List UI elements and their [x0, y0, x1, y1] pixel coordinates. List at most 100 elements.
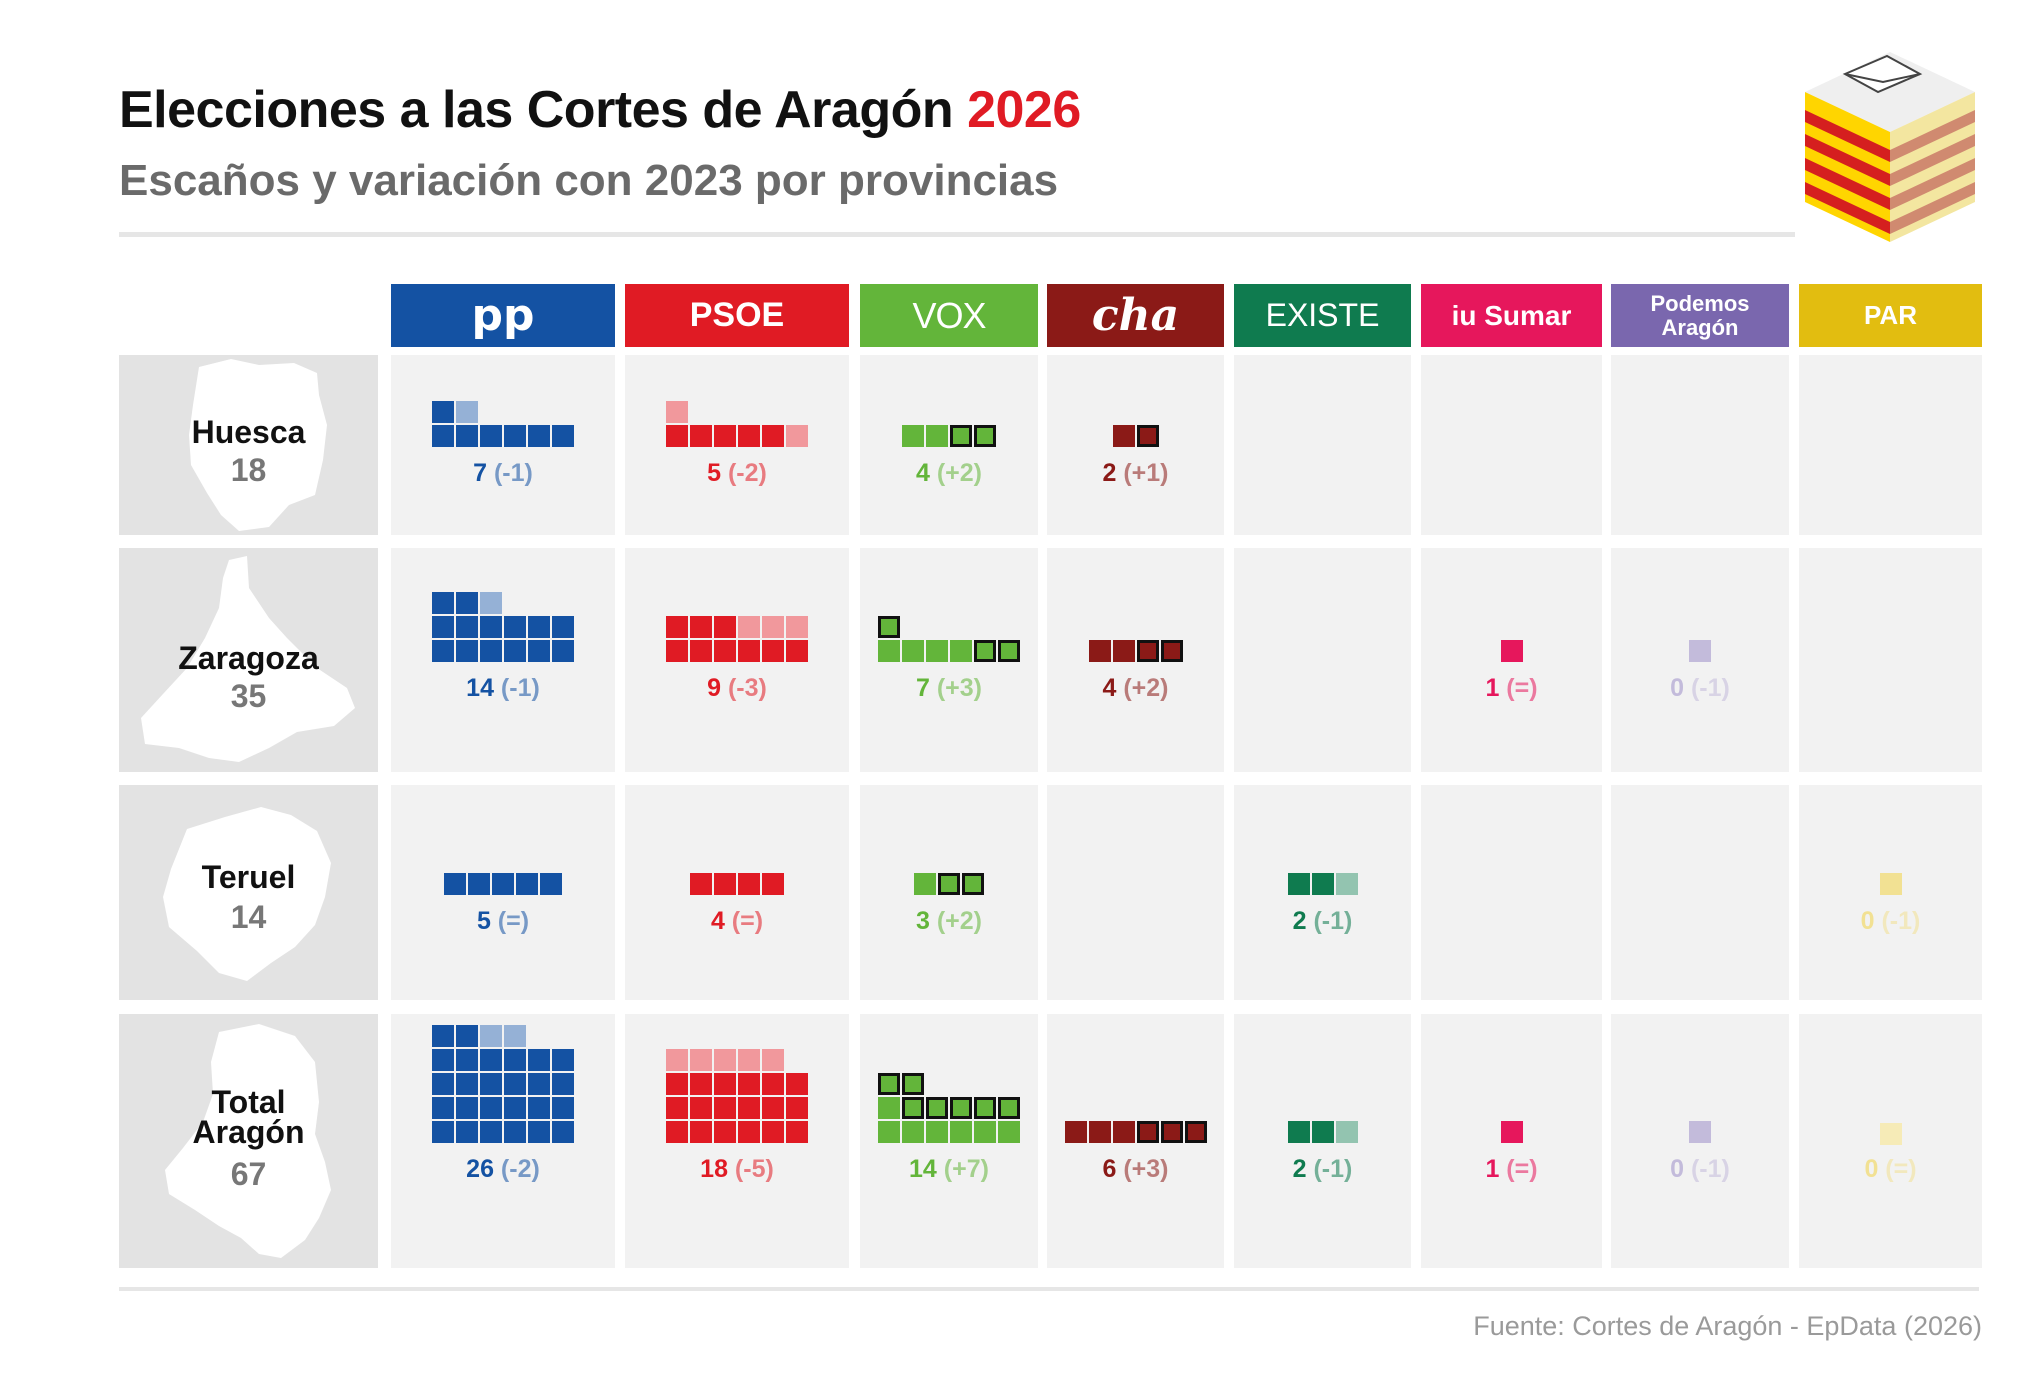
seat-count: 1 [1485, 674, 1500, 702]
seat-change: (-1) [1684, 674, 1730, 702]
party-header-psoe: PSOE [625, 284, 849, 347]
source-note: Fuente: Cortes de Aragón - EpData (2026) [1473, 1311, 1982, 1341]
seat-change: (-1) [487, 459, 533, 487]
seat-square [1689, 640, 1711, 662]
row-name: Teruel [201, 859, 296, 895]
seat-square [456, 1025, 478, 1047]
seat-square [480, 592, 502, 614]
seat-square [690, 425, 712, 447]
seat-square [480, 425, 502, 447]
seat-label: 2 (+1) [1026, 459, 1246, 488]
seat-square [552, 1049, 574, 1071]
cell-bg [1799, 548, 1982, 772]
seat-square [738, 1049, 760, 1071]
seat-square [1184, 1121, 1207, 1143]
row-seats: 35 [230, 678, 267, 714]
seat-change: (=) [724, 906, 764, 935]
huesca-map-icon [189, 359, 327, 531]
seat-square [456, 425, 478, 447]
seat-square [878, 1073, 900, 1095]
seat-square [1500, 1121, 1523, 1143]
seat-count: 0 [1860, 906, 1875, 935]
seat-square [666, 1121, 688, 1143]
seat-label: 6 (+3) [1026, 1155, 1246, 1184]
seat-square [432, 592, 454, 614]
seat-count: 0 [1670, 1155, 1685, 1183]
party-header-iu: iu Sumar [1421, 284, 1602, 347]
seat-count: 0 [1864, 1155, 1879, 1183]
seat-square [456, 592, 478, 614]
party-header-existe: EXISTE [1234, 284, 1411, 347]
seat-square [528, 1121, 550, 1143]
aragon-map-icon [165, 1024, 331, 1258]
seat-square [456, 616, 478, 638]
seat-count: 4 [915, 459, 930, 487]
seat-change: (-1) [1874, 906, 1921, 935]
seat-square [666, 616, 688, 638]
seat-square [962, 872, 984, 895]
cell-bg [1047, 548, 1224, 772]
seat-change: (+3) [1116, 1155, 1169, 1183]
seat-square [786, 1073, 808, 1095]
seat-change: (+3) [929, 674, 982, 702]
seat-square [786, 1121, 808, 1143]
seat-square [926, 1097, 948, 1119]
seat-count: 7 [915, 674, 930, 702]
seat-square [786, 616, 808, 638]
seat-square [516, 872, 538, 895]
seat-change: (+2) [1116, 674, 1169, 702]
seat-square [690, 1049, 712, 1071]
cell-bg [625, 355, 849, 535]
title-year: 2026 [967, 81, 1081, 139]
row-label-total: Total Aragón 67 [119, 1014, 378, 1268]
seat-square [762, 1073, 784, 1095]
seat-square [902, 1121, 924, 1143]
seat-square [504, 1097, 526, 1119]
row-label-huesca: Huesca 18 [119, 355, 378, 535]
seat-square [762, 1097, 784, 1119]
seat-square [738, 1073, 760, 1095]
seat-square [714, 640, 736, 662]
row-seats: 67 [230, 1156, 267, 1192]
party-header-podemos: Podemos Aragón [1611, 284, 1789, 347]
seat-square [998, 1121, 1020, 1143]
existe-logo: EXISTE [1265, 297, 1380, 333]
row-label-teruel: Teruel 14 [119, 785, 378, 1000]
seat-square [552, 1097, 574, 1119]
seat-square [666, 640, 688, 662]
seat-square [552, 640, 574, 662]
row-seats: 18 [230, 452, 267, 488]
seat-square [504, 1073, 526, 1095]
seat-square [456, 1073, 478, 1095]
seat-label: 5 (-2) [627, 459, 847, 488]
party-header-vox: VOX [860, 284, 1038, 347]
seat-change: (-3) [721, 674, 767, 702]
seat-square [456, 401, 478, 423]
seat-square [480, 640, 502, 662]
seat-square [504, 1049, 526, 1071]
seat-square [480, 1025, 502, 1047]
seat-square [456, 640, 478, 662]
seat-square [1287, 1121, 1310, 1143]
seat-square [1088, 640, 1111, 662]
seat-square [714, 1097, 736, 1119]
seat-square [552, 1121, 574, 1143]
iu-sumar-logo: iu Sumar [1451, 299, 1572, 331]
seat-square [974, 1097, 996, 1119]
cell-bg [391, 548, 615, 772]
seat-change: (=) [1499, 1155, 1538, 1183]
seat-change: (-1) [1306, 1155, 1353, 1183]
seat-count: 2 [1292, 906, 1307, 935]
seat-square [878, 1121, 900, 1143]
seat-square [1689, 1121, 1711, 1143]
seat-label: 9 (-3) [627, 674, 847, 703]
seat-label: 0 (-1) [1590, 674, 1810, 703]
seat-square [504, 1025, 526, 1047]
seat-square [480, 1097, 502, 1119]
cell-bg [860, 355, 1038, 535]
seat-square [938, 872, 960, 895]
seat-change: (+2) [929, 459, 982, 487]
seat-square [690, 1121, 712, 1143]
chart-title: Elecciones a las Cortes de Aragón 2026 [119, 80, 1081, 140]
seat-square [1088, 1121, 1111, 1143]
